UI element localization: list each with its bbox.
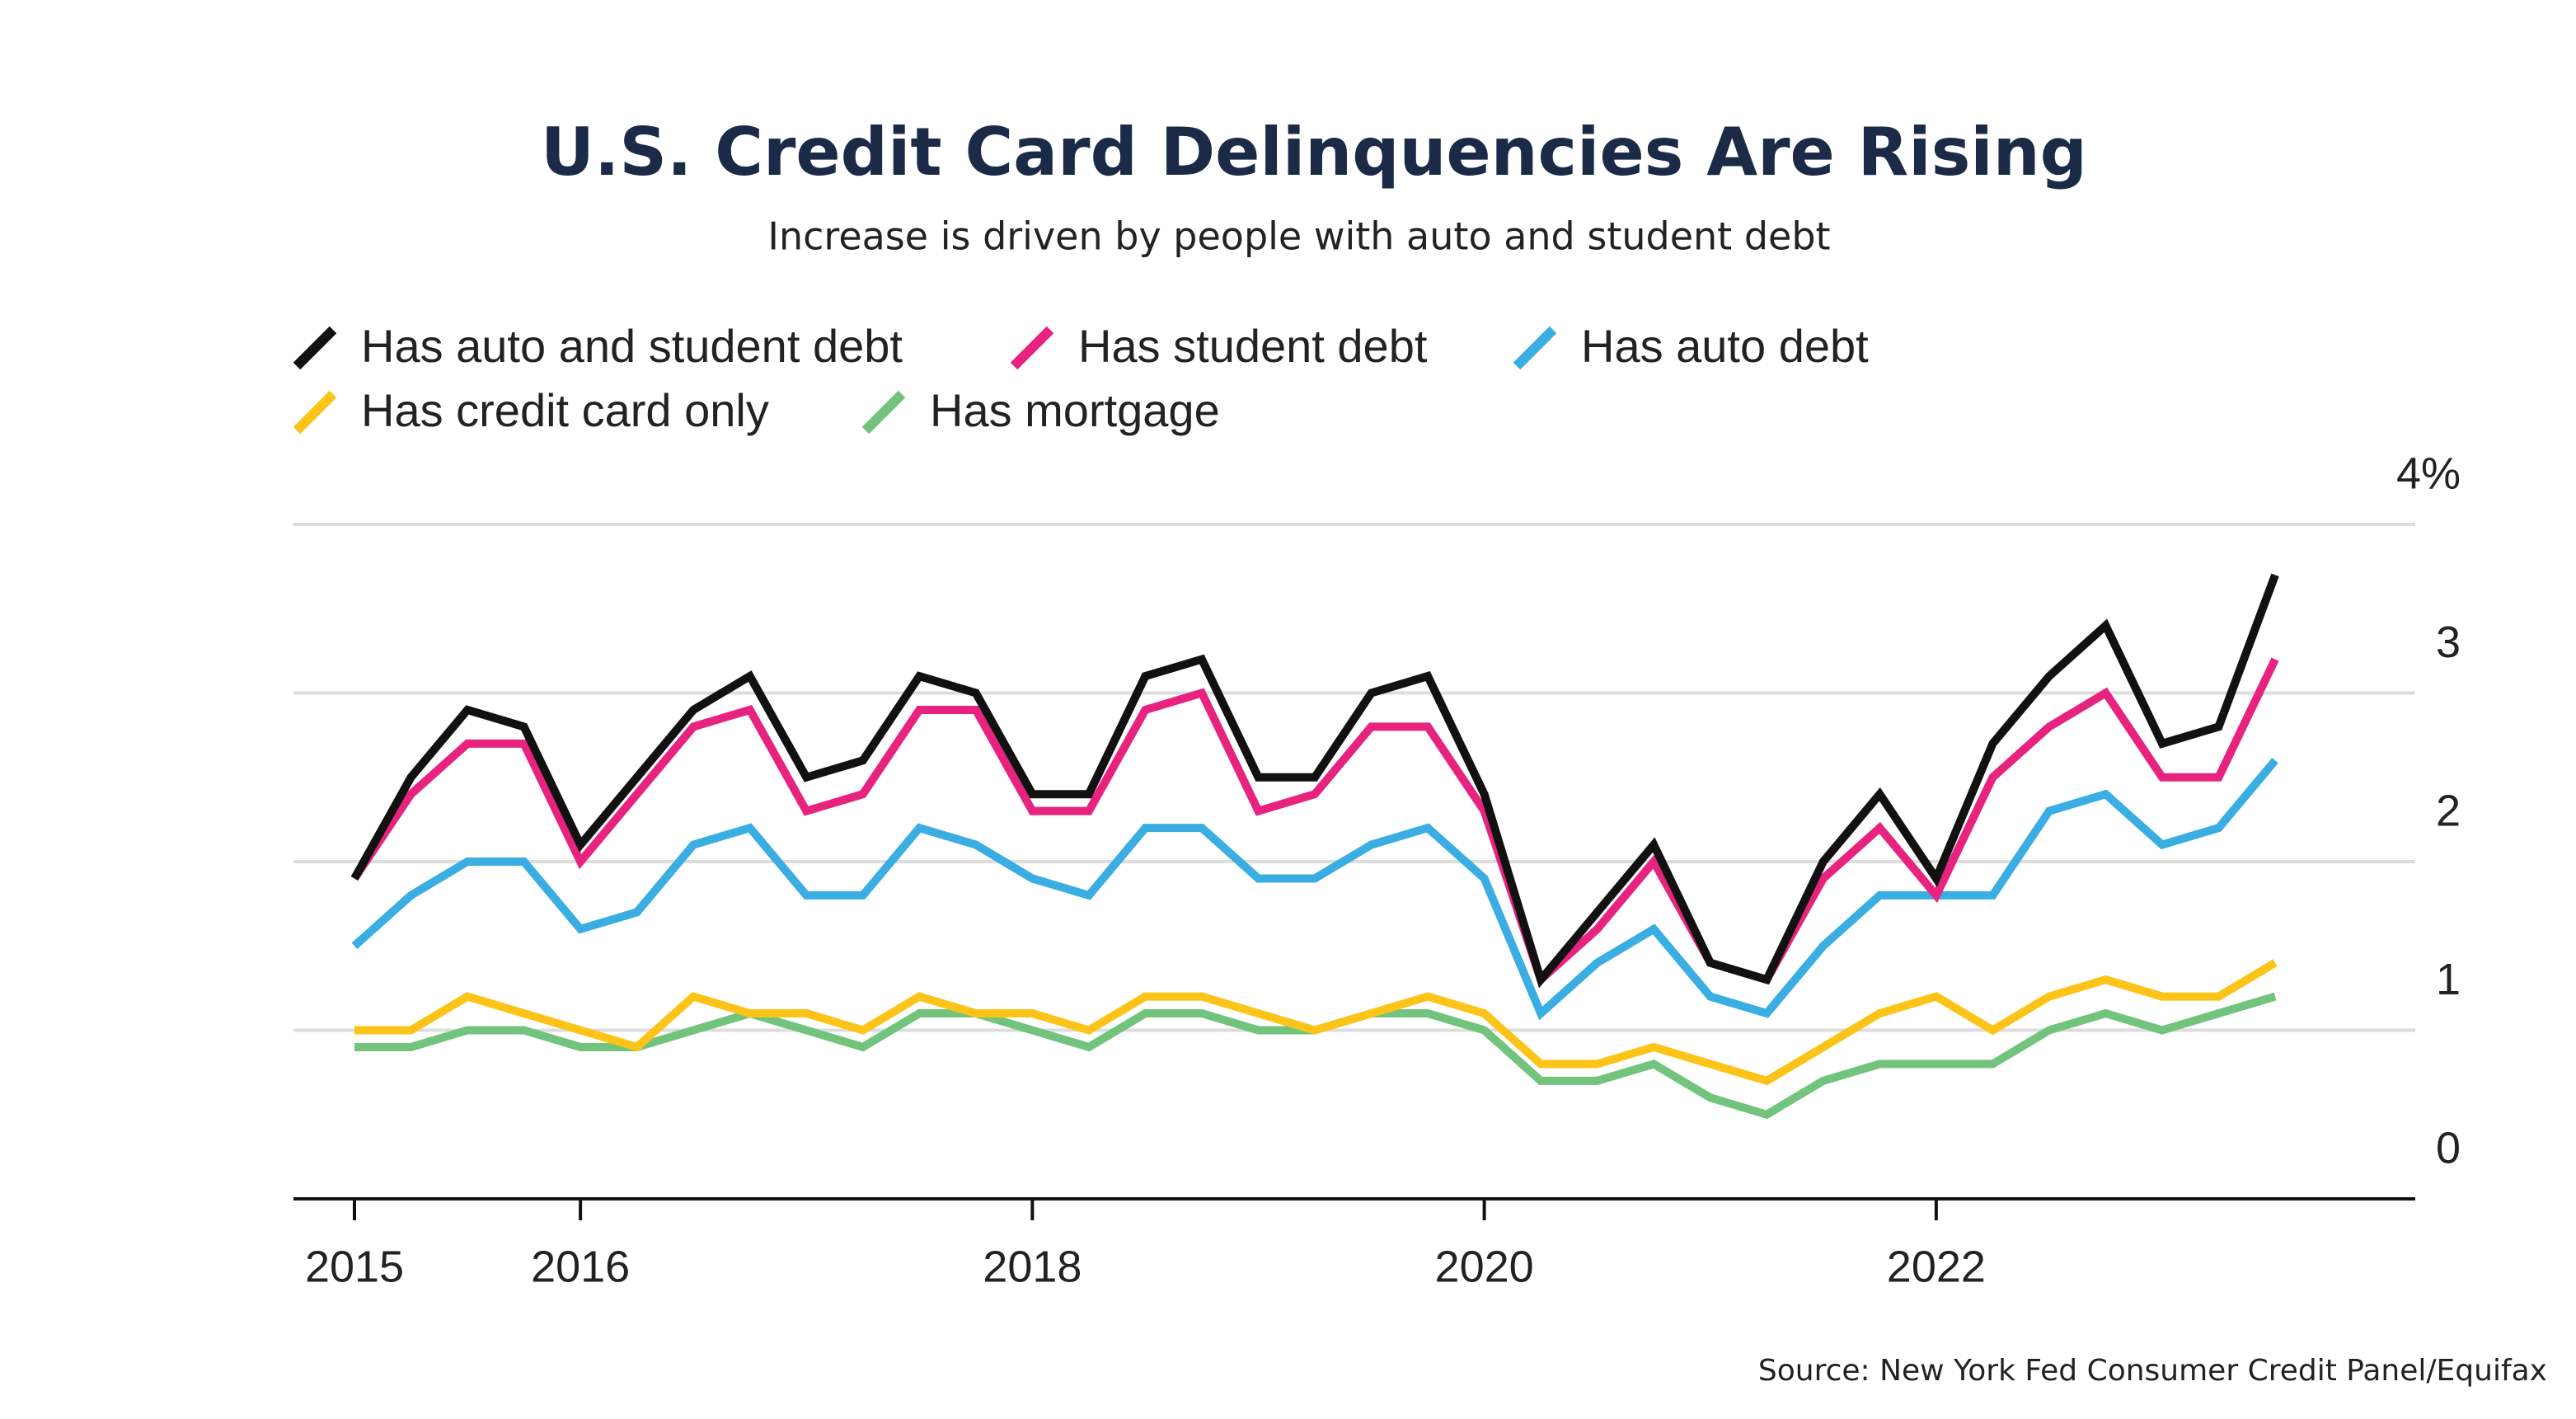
series-line [351, 758, 2278, 1021]
y-tick-label: 1 [2436, 955, 2461, 1004]
legend-label: Has student debt [1078, 320, 1428, 372]
x-tick-label: 2018 [983, 1242, 1082, 1291]
series-line [354, 959, 2278, 1086]
legend-swatch [861, 390, 906, 435]
series-line [350, 657, 2279, 987]
y-tick-label: 2 [2436, 786, 2461, 835]
legend-swatch [293, 326, 337, 370]
x-tick-label: 2022 [1887, 1242, 1986, 1291]
x-tick-label: 2020 [1435, 1242, 1534, 1291]
x-tick-label: 2016 [531, 1242, 630, 1291]
chart-title: U.S. Credit Card Delinquencies Are Risin… [541, 114, 2087, 190]
legend-swatch [293, 390, 337, 435]
chart-subtitle: Increase is driven by people with auto a… [767, 214, 1830, 259]
legend-swatch [1513, 326, 1557, 370]
legend-label: Has auto and student debt [361, 320, 903, 372]
legend-swatch [1010, 326, 1054, 370]
x-tick-label: 2015 [305, 1242, 404, 1291]
legend-label: Has mortgage [930, 384, 1220, 436]
y-tick-label: 0 [2436, 1123, 2461, 1172]
y-tick-label: 4% [2396, 449, 2461, 498]
legend-label: Has credit card only [361, 384, 769, 436]
source-note: Source: New York Fed Consumer Credit Pan… [1758, 1354, 2547, 1388]
y-tick-label: 3 [2436, 618, 2461, 667]
series-line [350, 573, 2279, 989]
legend-label: Has auto debt [1581, 320, 1869, 372]
series-line [354, 992, 2277, 1120]
